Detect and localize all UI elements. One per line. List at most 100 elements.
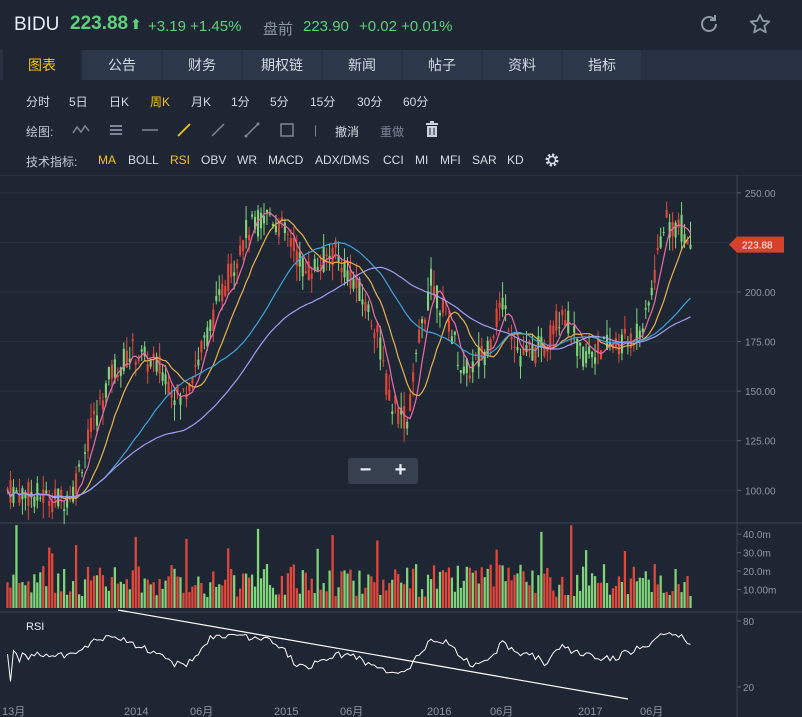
volume-bar xyxy=(36,582,39,608)
horizontal-line-icon[interactable] xyxy=(141,123,159,137)
period-3[interactable]: 周K xyxy=(150,95,171,109)
refresh-icon[interactable] xyxy=(697,12,721,36)
rectangle-tool-icon[interactable] xyxy=(279,122,295,138)
indicator-boll[interactable]: BOLL xyxy=(128,153,159,167)
indicator-obv[interactable]: OBV xyxy=(201,153,227,167)
candle xyxy=(259,212,263,229)
line-tool-icon[interactable] xyxy=(176,122,192,138)
candle xyxy=(149,360,152,367)
volume-bar xyxy=(173,568,176,608)
volume-bar xyxy=(152,582,155,608)
price-chart[interactable]: 250.00225.00200.00175.00150.00125.00100.… xyxy=(0,175,802,717)
volume-bar xyxy=(564,594,567,608)
tab-3[interactable]: 期权链 xyxy=(243,50,321,80)
tab-1[interactable]: 公告 xyxy=(83,50,161,80)
volume-bar xyxy=(426,574,430,608)
candle xyxy=(12,486,15,504)
candle xyxy=(689,244,692,249)
volume-bar xyxy=(587,585,591,608)
segment-tool-icon[interactable] xyxy=(244,122,260,138)
volume-bar xyxy=(63,568,66,608)
candle xyxy=(325,254,328,257)
indicator-sar[interactable]: SAR xyxy=(472,153,497,167)
tab-7[interactable]: 指标 xyxy=(563,50,641,80)
candle xyxy=(158,356,161,374)
candle xyxy=(367,304,370,313)
tab-2[interactable]: 财务 xyxy=(163,50,241,80)
period-2[interactable]: 日K xyxy=(109,95,130,109)
candle xyxy=(623,328,626,334)
candle xyxy=(522,348,525,356)
volume-bar xyxy=(582,566,585,608)
price-axis-label: 150.00 xyxy=(745,387,776,398)
candle xyxy=(531,344,534,361)
volume-bar xyxy=(432,565,436,608)
indicator-adx-dms[interactable]: ADX/DMS xyxy=(315,153,370,167)
candle xyxy=(236,263,239,269)
volume-bar xyxy=(215,586,218,608)
volume-bar xyxy=(334,596,337,608)
volume-bar xyxy=(662,592,665,608)
volume-bar xyxy=(400,582,403,608)
tab-5[interactable]: 帖子 xyxy=(403,50,481,80)
tab-0[interactable]: 图表 xyxy=(3,50,81,80)
candle xyxy=(486,340,489,356)
volume-bar xyxy=(659,575,662,608)
candle xyxy=(573,326,576,333)
zoom-out-button[interactable]: − xyxy=(359,459,372,481)
volume-bar xyxy=(501,565,504,608)
star-icon[interactable] xyxy=(748,12,772,36)
period-4[interactable]: 月K xyxy=(191,95,212,109)
indicator-kd[interactable]: KD xyxy=(507,153,524,167)
time-axis-label: 06月 xyxy=(490,706,513,717)
volume-bar xyxy=(531,570,534,608)
period-8[interactable]: 30分 xyxy=(357,95,383,109)
volume-bar xyxy=(310,578,313,608)
volume-bar xyxy=(534,592,537,608)
candle xyxy=(131,339,134,341)
parallel-lines-icon[interactable] xyxy=(108,123,124,137)
volume-bar xyxy=(340,571,343,608)
candle xyxy=(197,359,200,366)
ray-tool-icon[interactable] xyxy=(210,122,226,138)
volume-bar xyxy=(66,594,69,608)
indicator-cci[interactable]: CCI xyxy=(383,153,404,167)
candle xyxy=(585,351,588,364)
trash-icon[interactable] xyxy=(425,121,439,138)
period-6[interactable]: 5分 xyxy=(270,95,289,109)
period-9[interactable]: 60分 xyxy=(403,95,429,109)
indicator-rsi[interactable]: RSI xyxy=(170,153,191,167)
tab-4[interactable]: 新闻 xyxy=(323,50,401,80)
indicator-mfi[interactable]: MFI xyxy=(440,153,461,167)
undo-button[interactable]: 撤消 xyxy=(335,125,360,139)
indicator-mi[interactable]: MI xyxy=(415,153,429,167)
candle xyxy=(620,334,623,354)
volume-bar xyxy=(388,583,391,608)
volume-bar xyxy=(573,596,576,608)
candle xyxy=(352,278,355,289)
volume-bar xyxy=(441,570,445,608)
candle xyxy=(63,509,66,511)
indicator-ma[interactable]: MA xyxy=(98,153,116,167)
period-7[interactable]: 15分 xyxy=(310,95,336,109)
volume-bar xyxy=(420,589,424,608)
indicator-settings-gear-icon[interactable] xyxy=(544,152,560,168)
volume-bar xyxy=(403,584,406,608)
trend-wave-icon[interactable] xyxy=(72,123,90,137)
volume-bar xyxy=(170,565,173,608)
volume-bar xyxy=(417,596,421,608)
volume-bar xyxy=(677,584,680,608)
redo-button[interactable]: 重做 xyxy=(380,125,405,139)
candle xyxy=(224,286,227,296)
volume-bar xyxy=(289,566,292,608)
period-1[interactable]: 5日 xyxy=(69,95,88,109)
tab-6[interactable]: 资料 xyxy=(483,50,561,80)
indicator-macd[interactable]: MACD xyxy=(268,153,304,167)
candle xyxy=(116,374,119,378)
zoom-in-button[interactable]: + xyxy=(394,459,407,481)
period-0[interactable]: 分时 xyxy=(26,95,51,109)
period-5[interactable]: 1分 xyxy=(231,95,250,109)
indicator-wr[interactable]: WR xyxy=(237,153,257,167)
candle xyxy=(182,388,185,390)
toolbar-divider: | xyxy=(314,123,318,137)
